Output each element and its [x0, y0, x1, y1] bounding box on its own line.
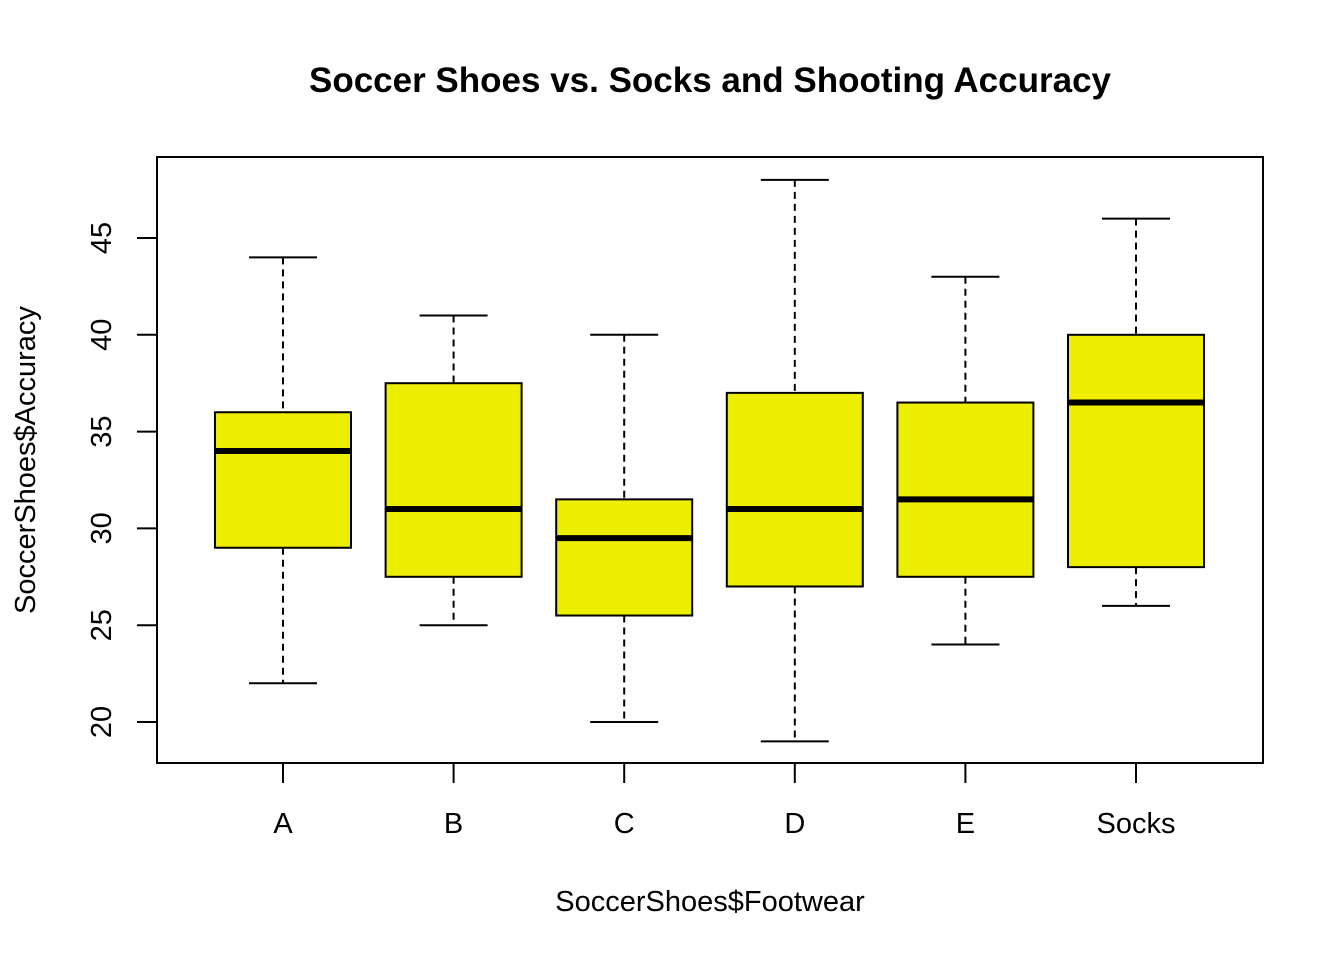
x-tick-label: D [784, 808, 805, 840]
x-tick-label: A [273, 808, 293, 840]
chart-title: Soccer Shoes vs. Socks and Shooting Accu… [309, 61, 1112, 100]
boxes-layer [214, 178, 1205, 743]
y-axis-label: SoccerShoes$Accuracy [10, 306, 42, 614]
iqr-box [725, 391, 864, 588]
iqr-box [1067, 333, 1205, 569]
iqr-box [384, 382, 523, 578]
y-tick-label: 45 [86, 222, 118, 254]
x-axis-label: SoccerShoes$Footwear [555, 886, 865, 918]
x-tick-label: Socks [1097, 808, 1176, 840]
y-tick-label: 25 [86, 609, 118, 641]
box-b [384, 314, 523, 627]
x-tick-label: C [614, 808, 635, 840]
y-axis: 20 25 30 35 40 45 [86, 222, 158, 738]
y-tick-label: 40 [86, 319, 118, 351]
box-socks [1067, 217, 1205, 607]
x-tick-label: B [444, 808, 463, 840]
box-d [725, 178, 864, 743]
iqr-box [896, 401, 1035, 578]
x-axis: A B C D E Socks [273, 763, 1175, 840]
y-tick-label: 30 [86, 512, 118, 544]
x-tick-label: E [956, 808, 975, 840]
iqr-box [214, 411, 352, 549]
box-c [555, 333, 694, 723]
iqr-box [555, 498, 694, 617]
y-tick-label: 20 [86, 706, 118, 738]
box-a [214, 256, 352, 685]
y-tick-label: 35 [86, 415, 118, 447]
box-e [896, 275, 1035, 646]
